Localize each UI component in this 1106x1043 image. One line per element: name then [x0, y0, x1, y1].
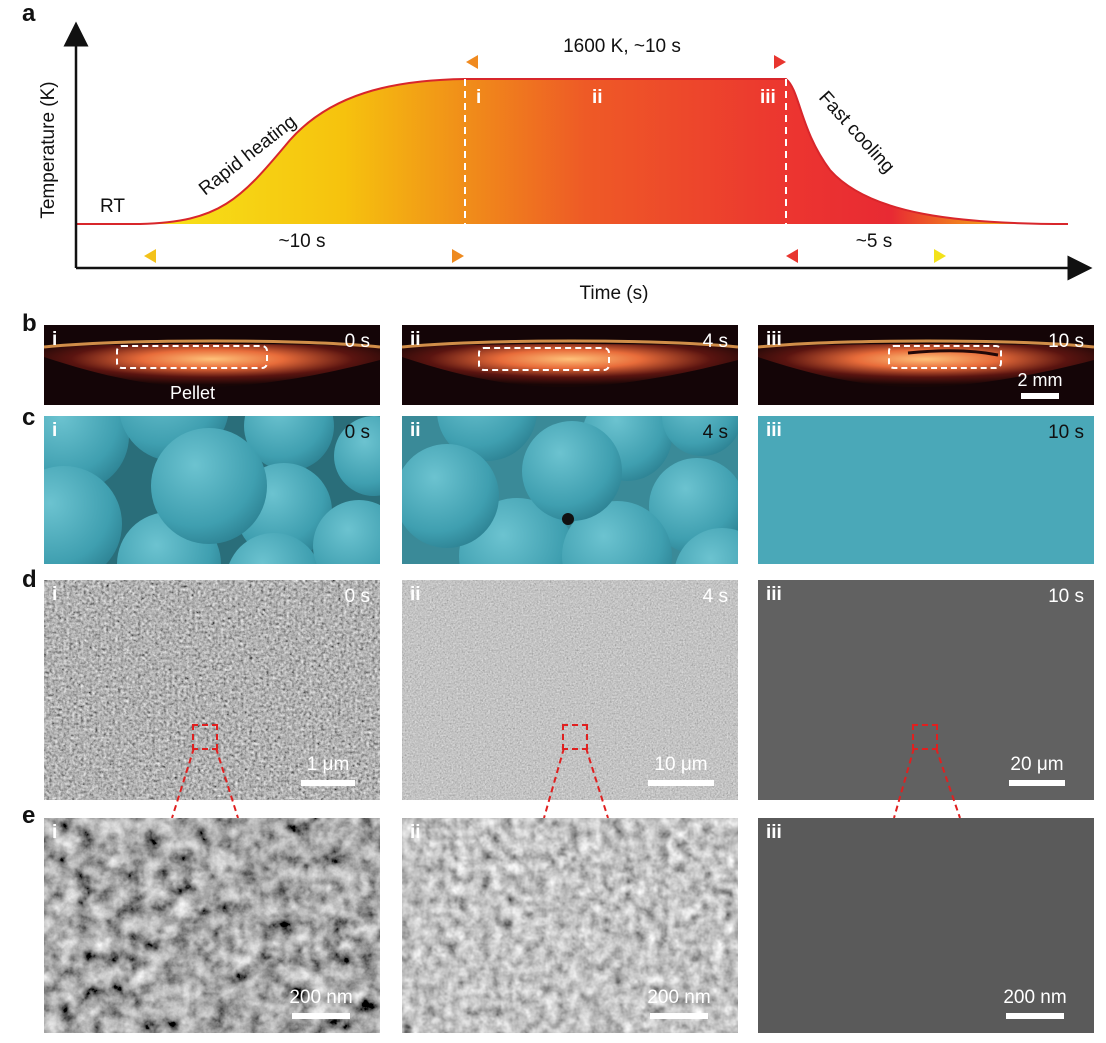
panel-c-label: c	[22, 404, 36, 431]
scale-bar-label: 2 mm	[1017, 370, 1063, 390]
sem-image-d-iii: iii 10 s 20 μm	[758, 580, 1094, 800]
panel-d-tag-i: i	[52, 584, 58, 605]
packed-spheres	[402, 416, 738, 564]
panel-c-tag-i: i	[52, 420, 58, 441]
particle-render-ii: ii 4 s	[402, 416, 738, 564]
panel-d-tag-iii: iii	[766, 584, 782, 605]
panel-b-time-ii: 4 s	[702, 331, 728, 352]
panel-d-time-ii: 4 s	[702, 586, 728, 607]
panel-c-time-iii: 10 s	[1048, 422, 1084, 443]
scale-bar-label: 200 nm	[1003, 987, 1067, 1008]
panel-b-time-i: 0 s	[344, 331, 370, 352]
x-axis-label: Time (s)	[580, 283, 649, 304]
scale-bar	[301, 780, 355, 786]
scale-bar	[1006, 1013, 1064, 1019]
panel-b-tag-i: i	[52, 329, 58, 350]
panel-c-tag-ii: ii	[410, 420, 421, 441]
zoom-region-box	[192, 724, 218, 750]
scale-bar-e-ii: 200 nm	[642, 987, 716, 1019]
panel-b-tag-iii: iii	[766, 329, 782, 350]
particle-render-i: i 0 s	[44, 416, 380, 564]
roi-box	[116, 345, 268, 369]
panel-b-time-iii: 10 s	[1048, 331, 1084, 352]
scale-bar-d-i: 1 μm	[298, 754, 358, 786]
scale-bar-d-ii: 10 μm	[646, 754, 716, 786]
panel-a-label: a	[22, 0, 36, 27]
panel-d-time-i: 0 s	[344, 586, 370, 607]
mark-iii: iii	[760, 87, 776, 108]
scale-bar	[650, 1013, 708, 1019]
cool-time-label: ~5 s	[856, 231, 892, 252]
hold-label: 1600 K, ~10 s	[563, 36, 681, 57]
fast-cooling-label: Fast cooling	[814, 87, 898, 177]
scale-bar	[1009, 780, 1065, 786]
rt-label: RT	[100, 196, 125, 217]
particle-render-iii: iii 10 s	[758, 416, 1094, 564]
scale-bar-label: 200 nm	[289, 987, 353, 1008]
scale-bar-label: 20 μm	[1010, 754, 1064, 775]
sem-texture	[402, 818, 738, 1033]
roi-box	[888, 345, 1002, 369]
panel-d-time-iii: 10 s	[1048, 586, 1084, 607]
panel-c-time-ii: 4 s	[702, 422, 728, 443]
pellet-glow	[758, 325, 1094, 405]
scale-bar	[648, 780, 714, 786]
scale-bar-2mm: 2 mm	[1010, 370, 1070, 399]
heating-profile-area	[140, 79, 1068, 224]
sem-image-d-i: i 0 s 1 μm	[44, 580, 380, 800]
panel-e-tag-ii: ii	[410, 822, 421, 843]
panel-e-tag-i: i	[52, 822, 58, 843]
pellet-image-ii: ii 4 s	[402, 325, 738, 405]
panel-e-tag-iii: iii	[766, 822, 782, 843]
packed-spheres	[44, 416, 380, 564]
sem-image-d-ii: ii 4 s 10 μm	[402, 580, 738, 800]
temperature-profile-diagram: Temperature (K) Time (s) RT Rapid heatin…	[38, 21, 1093, 304]
mark-i: i	[476, 87, 481, 108]
panel-b-label: b	[22, 310, 37, 337]
panel-e-label: e	[22, 802, 36, 829]
scale-bar	[292, 1013, 350, 1019]
sem-image-e-i: i 200 nm	[44, 818, 380, 1033]
scale-bar-label: 200 nm	[647, 987, 711, 1008]
sem-image-e-ii: ii 200 nm	[402, 818, 738, 1033]
panel-d-label: d	[22, 566, 37, 593]
y-axis-label: Temperature (K)	[38, 81, 59, 218]
pellet-label: Pellet	[170, 383, 216, 403]
mark-ii: ii	[592, 87, 603, 108]
pellet-glow	[402, 325, 738, 405]
sem-texture	[402, 580, 738, 800]
scale-bar-e-i: 200 nm	[284, 987, 358, 1019]
scale-bar-d-iii: 20 μm	[1002, 754, 1072, 786]
scale-bar	[1021, 393, 1059, 399]
scale-bar-label: 1 μm	[306, 754, 350, 775]
sem-texture	[44, 818, 380, 1033]
pellet-glow	[44, 325, 380, 405]
panel-d-tag-ii: ii	[410, 584, 421, 605]
scale-bar-e-iii: 200 nm	[998, 987, 1072, 1019]
panel-b-tag-ii: ii	[410, 329, 421, 350]
panel-c-time-i: 0 s	[344, 422, 370, 443]
sem-image-e-iii: iii 200 nm	[758, 818, 1094, 1033]
sem-texture	[44, 580, 380, 800]
pellet-image-i: i 0 s Pellet	[44, 325, 380, 405]
zoom-region-box	[912, 724, 938, 750]
heat-time-label: ~10 s	[278, 231, 325, 252]
roi-box	[478, 347, 610, 371]
panel-c-tag-iii: iii	[766, 420, 782, 441]
scale-bar-label: 10 μm	[654, 754, 708, 775]
zoom-region-box	[562, 724, 588, 750]
pellet-image-iii: iii 10 s 2 mm	[758, 325, 1094, 405]
